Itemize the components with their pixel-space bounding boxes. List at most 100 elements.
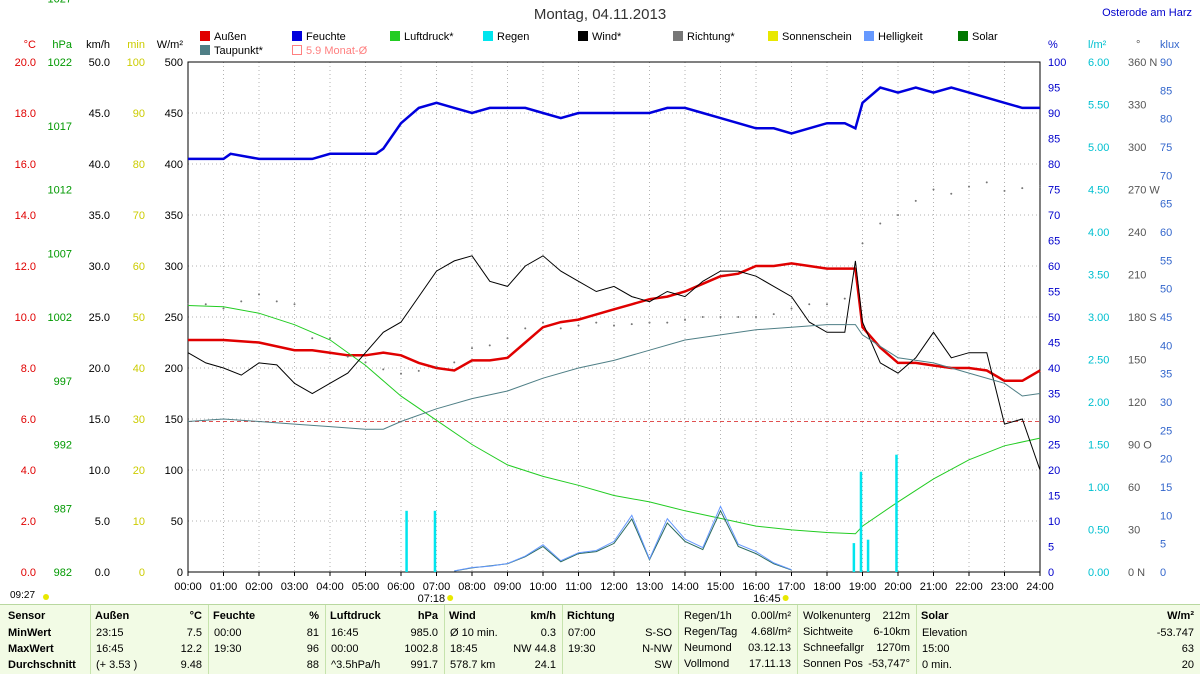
y-tick-label: 25.0	[89, 312, 110, 324]
y-tick-label: 1017	[48, 121, 72, 133]
y-tick-label: 35.0	[89, 210, 110, 222]
legend-swatch	[673, 31, 683, 41]
stats-column: Wolkenunterg Sichtweite Schneefallgr Sonnen…	[797, 605, 917, 674]
stats-header: Luftdruck	[330, 610, 381, 622]
rain-bar	[852, 543, 856, 572]
stats-left-value: Sonnen Pos	[803, 658, 863, 670]
y-tick-label: 500	[165, 57, 183, 69]
y-tick-label: 1027	[48, 0, 72, 5]
series-line	[187, 324, 1041, 430]
x-tick-label: 14:00	[671, 581, 699, 593]
y-tick-label: 45	[1048, 338, 1060, 350]
y-tick-label: 100	[1048, 57, 1066, 69]
x-tick-label: 05:00	[352, 581, 380, 593]
y-tick-label: 0	[1160, 567, 1166, 579]
y-tick-label: 250	[165, 312, 183, 324]
corner-time: 09:27	[10, 590, 36, 601]
y-tick-label: 55	[1048, 287, 1060, 299]
stats-right-value: 88	[306, 659, 319, 671]
direction-dot	[400, 372, 402, 375]
x-tick-label: 08:00	[458, 581, 486, 593]
stats-right-value: 9.48	[180, 659, 202, 671]
legend-label: Solar	[972, 31, 998, 43]
stats-left-value: 19:30	[214, 643, 242, 655]
stats-column: Luftdruck hPa 16:45 00:00 ^3.5hPa/h 985.0 1002…	[325, 605, 445, 674]
stats-header: Außen	[95, 610, 130, 622]
stats-column: Solar W/m² Elevation 15:00 0 min. -53.747 63 20	[916, 605, 1200, 674]
x-tick-label: 13:00	[636, 581, 664, 593]
direction-dot	[293, 303, 296, 306]
stats-row-label: MaxWert	[8, 643, 54, 655]
y-tick-label: 85	[1048, 134, 1060, 146]
direction-dot	[985, 181, 988, 184]
stats-right-value: NW 44.8	[513, 643, 556, 655]
y-tick-label: 0.0	[21, 567, 36, 579]
y-tick-label: 70	[1048, 210, 1060, 222]
y-tick-label: 6.0	[21, 414, 36, 426]
y-tick-label: 400	[165, 159, 183, 171]
y-tick-label: 90 O	[1128, 440, 1152, 452]
y-tick-label: 30	[1048, 414, 1060, 426]
y-tick-label: 18.0	[15, 108, 36, 120]
direction-dot	[1039, 185, 1041, 188]
stats-right-value: 20	[1181, 659, 1194, 671]
legend-item: Außen	[200, 31, 246, 43]
y-tick-label: 85	[1160, 85, 1172, 97]
y-tick-label: 50	[133, 312, 145, 324]
stats-unit: %	[309, 610, 319, 622]
stats-right-value: 03.12.13	[748, 642, 791, 654]
direction-dot	[701, 316, 704, 318]
series-line	[187, 255, 1041, 471]
direction-dot	[968, 185, 970, 188]
direction-dot	[1003, 189, 1006, 192]
legend-label: Feuchte	[306, 31, 346, 43]
stats-header: Sensor	[8, 610, 46, 622]
stats-right-value: 212m	[882, 610, 910, 622]
axis-unit-label: min	[127, 39, 145, 51]
legend-item: Wind*	[578, 31, 621, 43]
direction-dot	[932, 188, 935, 191]
legend-swatch	[768, 31, 778, 41]
y-tick-label: 360 N	[1128, 57, 1157, 69]
stats-left-value: 16:45	[96, 643, 124, 655]
stats-row-label: MinWert	[8, 627, 52, 639]
stats-left-value: 15:00	[922, 643, 950, 655]
rain-bar	[405, 510, 408, 572]
x-tick-label: 01:00	[210, 581, 238, 593]
y-tick-label: 60	[1048, 261, 1060, 273]
stats-left-value: 07:00	[568, 627, 596, 639]
direction-dot	[364, 361, 367, 364]
legend-item: Helligkeit	[864, 31, 923, 43]
direction-dot	[187, 303, 189, 306]
x-tick-label: 09:00	[494, 581, 522, 593]
y-tick-label: 8.0	[21, 363, 36, 375]
y-tick-label: 40	[133, 363, 145, 375]
y-tick-label: 100	[165, 465, 183, 477]
y-tick-label: 35	[1048, 389, 1060, 401]
direction-dot	[630, 323, 633, 326]
direction-dot	[772, 313, 775, 316]
y-tick-label: 50.0	[89, 57, 110, 69]
stats-right-value: 0.00l/m²	[751, 610, 791, 622]
rain-bar	[433, 510, 437, 572]
y-tick-label: 60	[1160, 227, 1172, 239]
sun-icon	[447, 595, 454, 601]
y-tick-label: 75	[1160, 142, 1172, 154]
legend-label: Taupunkt*	[214, 45, 263, 57]
y-tick-label: 4.00	[1088, 227, 1109, 239]
chart-title: Montag, 04.11.2013	[533, 6, 667, 23]
y-tick-label: 65	[1160, 199, 1172, 211]
y-tick-label: 80	[133, 159, 145, 171]
direction-dot	[737, 316, 740, 318]
axis-unit-label: °	[1136, 39, 1140, 51]
y-tick-label: 180 S	[1128, 312, 1157, 324]
direction-dot	[258, 293, 260, 296]
y-tick-label: 0.0	[95, 567, 110, 579]
y-tick-label: 3.00	[1088, 312, 1109, 324]
stats-right-value: 7.5	[186, 627, 202, 639]
y-tick-label: 15.0	[89, 414, 110, 426]
x-tick-label: 07:00	[423, 581, 451, 593]
stats-right-value: 24.1	[534, 659, 556, 671]
stats-left-value: Neumond	[684, 642, 732, 654]
legend-label: Wind*	[592, 31, 622, 43]
